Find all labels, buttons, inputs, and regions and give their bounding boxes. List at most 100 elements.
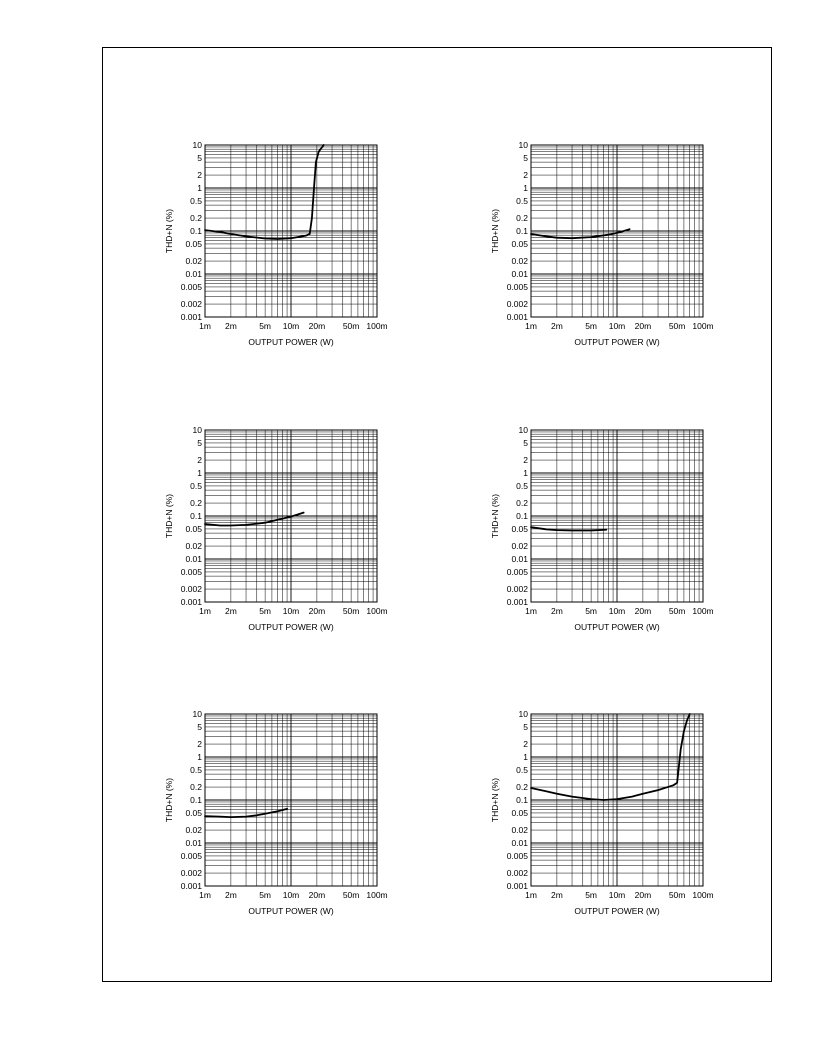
y-axis-label: THD+N (%)	[490, 778, 500, 822]
x-tick-label: 2m	[225, 321, 237, 331]
y-tick-label: 0.1	[516, 795, 528, 805]
x-tick-label: 100m	[692, 606, 713, 616]
y-tick-label: 5	[197, 153, 202, 163]
y-tick-label: 0.1	[190, 226, 202, 236]
chart-1: 0.001 0.002 0.005 0.01 0.02 0.05 0.1 0.2 0.5 1 2 5 1…	[164, 140, 388, 347]
x-tick-label: 5m	[259, 321, 271, 331]
x-tick-label: 1m	[199, 321, 211, 331]
x-tick-label: 5m	[259, 606, 271, 616]
x-axis-label: OUTPUT POWER (W)	[248, 622, 333, 632]
x-tick-label: 10m	[609, 890, 626, 900]
y-tick-label: 0.5	[516, 196, 528, 206]
y-tick-label: 0.2	[190, 782, 202, 792]
chart-6: 0.001 0.002 0.005 0.01 0.02 0.05 0.1 0.2 0.5 1 2 5 1…	[490, 709, 714, 916]
y-tick-label: 5	[197, 722, 202, 732]
plot-frame	[530, 144, 704, 318]
thd-curve	[204, 808, 289, 818]
y-axis-label: THD+N (%)	[490, 209, 500, 253]
chart-3: 0.001 0.002 0.005 0.01 0.02 0.05 0.1 0.2 0.5 1 2 5 1…	[164, 425, 388, 632]
x-tick-label: 100m	[366, 890, 387, 900]
y-tick-label: 2	[197, 170, 202, 180]
x-tick-label: 20m	[635, 606, 652, 616]
x-tick-label: 100m	[692, 890, 713, 900]
y-tick-label: 0.01	[185, 554, 202, 564]
y-axis-label: THD+N (%)	[164, 209, 174, 253]
y-tick-label: 5	[197, 438, 202, 448]
y-tick-label: 0.01	[511, 269, 528, 279]
y-tick-label: 0.02	[185, 256, 202, 266]
x-tick-label: 100m	[366, 606, 387, 616]
x-tick-label: 20m	[309, 890, 326, 900]
x-tick-label: 50m	[343, 321, 360, 331]
y-tick-label: 10	[193, 140, 203, 150]
thd-curve	[204, 511, 305, 527]
x-tick-label: 20m	[635, 890, 652, 900]
x-tick-label: 10m	[609, 606, 626, 616]
x-axis-label: OUTPUT POWER (W)	[248, 337, 333, 347]
y-tick-label: 0.002	[507, 299, 529, 309]
y-tick-label: 2	[197, 455, 202, 465]
y-tick-label: 0.002	[181, 868, 203, 878]
y-tick-label: 1	[523, 752, 528, 762]
x-tick-label: 50m	[343, 606, 360, 616]
y-tick-label: 0.2	[190, 498, 202, 508]
x-axis-label: OUTPUT POWER (W)	[248, 906, 333, 916]
x-tick-label: 50m	[669, 890, 686, 900]
thd-curve	[530, 526, 608, 532]
y-tick-label: 0.01	[185, 269, 202, 279]
y-tick-label: 0.05	[185, 808, 202, 818]
x-tick-label: 1m	[525, 321, 537, 331]
x-tick-label: 1m	[525, 606, 537, 616]
y-tick-label: 0.05	[511, 808, 528, 818]
x-axis-label: OUTPUT POWER (W)	[574, 906, 659, 916]
y-tick-label: 0.5	[516, 765, 528, 775]
x-tick-label: 20m	[309, 606, 326, 616]
y-tick-label: 0.05	[511, 239, 528, 249]
x-tick-label: 50m	[669, 321, 686, 331]
y-tick-label: 0.005	[507, 851, 529, 861]
y-tick-label: 10	[519, 709, 529, 719]
x-tick-label: 2m	[551, 890, 563, 900]
x-tick-label: 50m	[669, 606, 686, 616]
y-tick-label: 10	[193, 709, 203, 719]
y-tick-label: 0.002	[181, 584, 203, 594]
y-tick-label: 0.1	[190, 795, 202, 805]
y-tick-label: 0.005	[181, 851, 203, 861]
x-tick-label: 50m	[343, 890, 360, 900]
y-tick-label: 0.005	[507, 282, 529, 292]
x-tick-label: 10m	[609, 321, 626, 331]
x-tick-label: 2m	[551, 606, 563, 616]
x-tick-label: 10m	[283, 606, 300, 616]
y-tick-label: 1	[197, 183, 202, 193]
y-tick-label: 0.5	[190, 765, 202, 775]
y-tick-label: 0.2	[516, 782, 528, 792]
y-tick-label: 0.001	[181, 597, 203, 607]
y-tick-label: 5	[523, 722, 528, 732]
x-tick-label: 10m	[283, 321, 300, 331]
x-tick-label: 20m	[309, 321, 326, 331]
y-tick-label: 0.001	[507, 597, 529, 607]
y-tick-label: 0.01	[511, 838, 528, 848]
thd-curve	[530, 228, 631, 240]
thd-curve	[530, 713, 691, 801]
y-tick-label: 0.05	[185, 239, 202, 249]
y-tick-label: 0.002	[507, 868, 529, 878]
chart-2: 0.001 0.002 0.005 0.01 0.02 0.05 0.1 0.2 0.5 1 2 5 1…	[490, 140, 714, 347]
y-tick-label: 0.2	[190, 213, 202, 223]
grid	[530, 145, 703, 318]
y-tick-label: 0.02	[511, 256, 528, 266]
x-tick-label: 2m	[225, 606, 237, 616]
y-tick-label: 2	[523, 455, 528, 465]
y-axis-label: THD+N (%)	[164, 494, 174, 538]
y-tick-label: 0.05	[185, 524, 202, 534]
x-tick-label: 5m	[259, 890, 271, 900]
page-frame	[102, 47, 772, 982]
y-tick-label: 2	[523, 170, 528, 180]
y-tick-label: 1	[197, 752, 202, 762]
grid	[204, 714, 377, 887]
y-tick-label: 0.001	[507, 312, 529, 322]
y-tick-label: 0.001	[507, 881, 529, 891]
y-tick-label: 2	[523, 739, 528, 749]
y-tick-label: 0.02	[511, 825, 528, 835]
y-tick-label: 0.2	[516, 498, 528, 508]
